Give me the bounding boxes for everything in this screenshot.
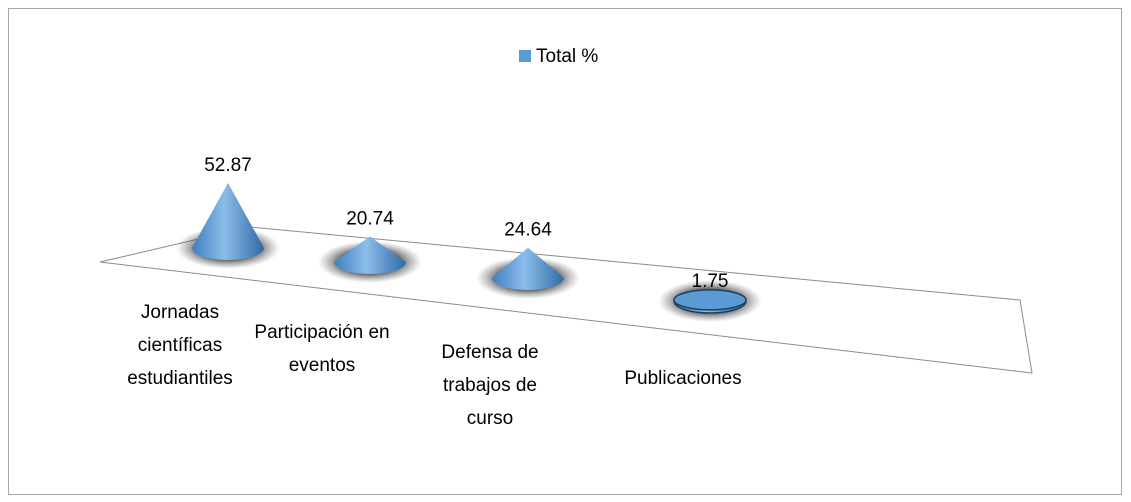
data-label: 24.64 <box>504 220 552 241</box>
cone <box>192 182 264 260</box>
cone-top <box>673 289 747 311</box>
category-label: Participación en eventos <box>254 322 390 376</box>
category-label: Publicaciones <box>624 368 742 389</box>
cone <box>334 236 406 274</box>
data-label: 20.74 <box>346 209 394 230</box>
category-label: Jornadas científicas estudiantiles <box>127 302 233 389</box>
data-label: 52.87 <box>204 155 252 176</box>
cone <box>492 247 564 290</box>
legend-swatch <box>519 50 531 62</box>
category-label: Defensa de trabajos de curso <box>441 342 539 429</box>
data-label: 1.75 <box>692 271 729 292</box>
legend-label: Total % <box>536 46 598 67</box>
